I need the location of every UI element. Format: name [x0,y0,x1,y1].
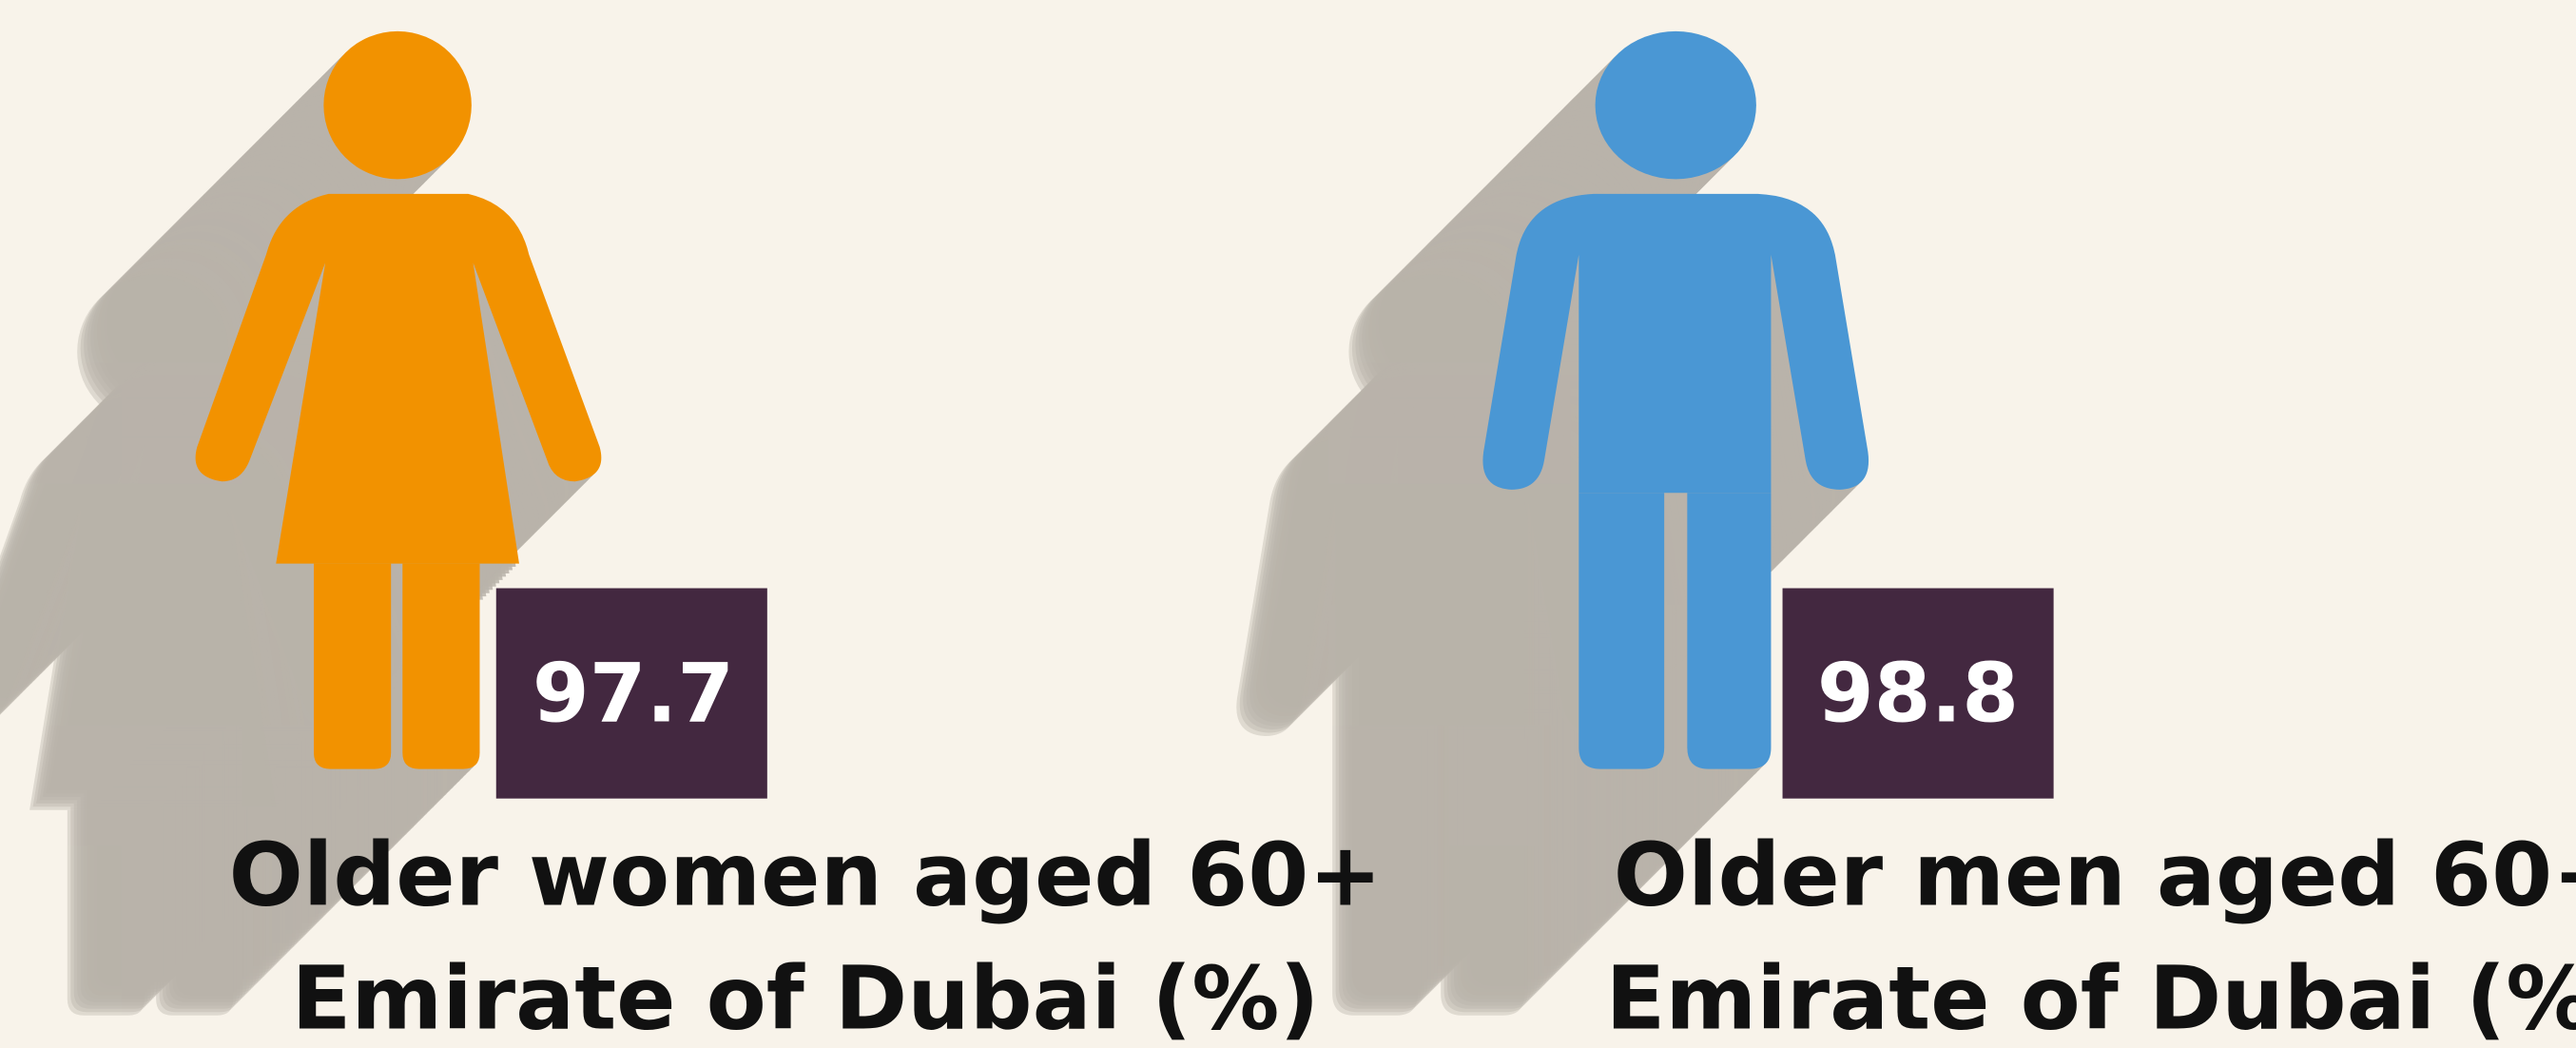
value: 97.7 [533,646,734,741]
value: 98.8 [1817,646,2019,741]
label: Older men aged 60+ [1614,824,2576,925]
figures [0,30,2054,1016]
value-box [495,588,767,799]
label: Emirate of Dubai (%) [292,947,1320,1048]
value-box [1782,588,2054,799]
label: Emirate of Dubai (%) [1606,947,2576,1048]
label: Older women aged 60+ [229,824,1383,925]
